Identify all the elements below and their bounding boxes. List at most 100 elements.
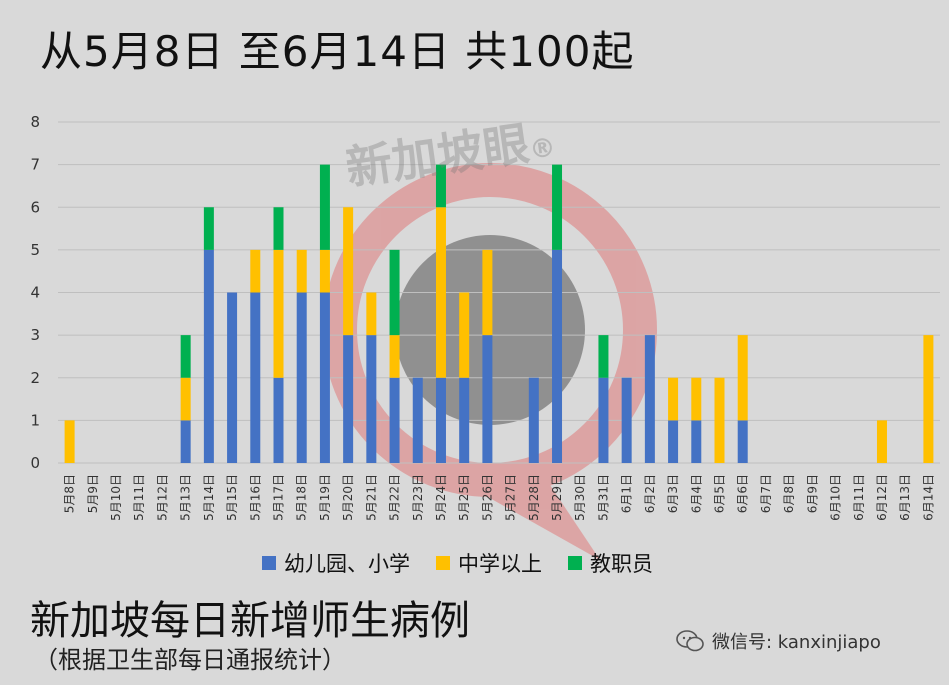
bar-segment-kindergarten-primary xyxy=(737,420,748,463)
bar-segment-secondary-above xyxy=(482,249,493,336)
x-tick-label: 6月8日 xyxy=(782,474,796,513)
bar-segment-kindergarten-primary xyxy=(412,377,423,463)
y-tick-label: 3 xyxy=(30,326,40,344)
y-tick-label: 7 xyxy=(30,156,40,174)
x-tick-label: 6月4日 xyxy=(689,474,703,513)
bar-segment-kindergarten-primary xyxy=(598,377,609,463)
y-tick-label: 4 xyxy=(30,284,40,302)
bar-segment-secondary-above xyxy=(319,249,330,293)
wechat-id: 微信号: kanxinjiapo xyxy=(676,628,881,654)
bar-segment-kindergarten-primary xyxy=(273,377,284,463)
x-tick-label: 5月20日 xyxy=(341,474,355,521)
x-tick-label: 6月5日 xyxy=(713,474,727,513)
bar-segment-kindergarten-primary xyxy=(621,377,632,463)
bar-segment-secondary-above xyxy=(366,292,377,336)
bar-segment-kindergarten-primary xyxy=(250,292,261,463)
bar-segment-kindergarten-primary xyxy=(459,377,470,463)
x-tick-label: 5月13日 xyxy=(179,474,193,521)
bar-segment-secondary-above xyxy=(64,420,75,463)
bar-segment-kindergarten-primary xyxy=(366,335,377,463)
bar-segment-secondary-above xyxy=(714,377,725,463)
legend-item-staff: 教职员 xyxy=(568,548,653,578)
bar-segment-secondary-above xyxy=(296,249,307,293)
bar-segment-staff xyxy=(273,207,284,250)
x-tick-label: 6月1日 xyxy=(620,474,634,513)
x-tick-label: 5月12日 xyxy=(155,474,169,521)
bar-segment-staff xyxy=(180,335,191,378)
x-tick-label: 6月10日 xyxy=(829,474,843,521)
x-tick-label: 5月27日 xyxy=(504,474,518,521)
x-tick-label: 5月8日 xyxy=(63,474,77,513)
x-tick-label: 5月28日 xyxy=(527,474,541,521)
x-tick-label: 5月25日 xyxy=(457,474,471,521)
bar-segment-secondary-above xyxy=(343,207,354,336)
bar-segment-kindergarten-primary xyxy=(343,335,354,463)
x-tick-label: 5月21日 xyxy=(364,474,378,521)
bar-segment-secondary-above xyxy=(923,335,934,463)
x-tick-label: 5月29日 xyxy=(550,474,564,521)
x-tick-label: 5月11日 xyxy=(132,474,146,521)
x-tick-label: 6月9日 xyxy=(805,474,819,513)
x-tick-label: 5月26日 xyxy=(480,474,494,521)
x-tick-label: 5月9日 xyxy=(86,474,100,513)
x-tick-label: 5月10日 xyxy=(109,474,123,521)
bar-segment-staff xyxy=(598,335,609,378)
bar-segment-kindergarten-primary xyxy=(668,420,679,463)
y-axis-ticks: 0 1 2 3 4 5 6 7 8 xyxy=(30,113,40,472)
x-tick-label: 5月23日 xyxy=(411,474,425,521)
x-tick-label: 5月30日 xyxy=(573,474,587,521)
bar-segment-secondary-above xyxy=(435,207,446,378)
legend: 幼儿园、小学 中学以上 教职员 xyxy=(262,548,653,578)
x-tick-label: 6月14日 xyxy=(921,474,935,521)
source-note: （根据卫生部每日通报统计） xyxy=(34,646,346,674)
bar-segment-kindergarten-primary xyxy=(644,335,655,463)
legend-swatch-kindergarten-primary xyxy=(262,556,276,570)
bar-segment-secondary-above xyxy=(691,377,702,421)
x-tick-label: 5月16日 xyxy=(248,474,262,521)
bar-segment-kindergarten-primary xyxy=(528,377,539,463)
y-tick-label: 6 xyxy=(30,198,40,216)
bar-segment-staff xyxy=(389,249,400,336)
bar-segment-secondary-above xyxy=(459,292,470,378)
y-tick-label: 0 xyxy=(30,454,40,472)
x-tick-label: 5月14日 xyxy=(202,474,216,521)
legend-item-kindergarten-primary: 幼儿园、小学 xyxy=(262,548,410,578)
bar-segment-staff xyxy=(435,164,446,208)
bar-segment-secondary-above xyxy=(668,377,679,421)
y-tick-label: 8 xyxy=(30,113,40,131)
bar-segment-secondary-above xyxy=(737,335,748,421)
bar-segment-kindergarten-primary xyxy=(319,292,330,463)
legend-label-secondary-above: 中学以上 xyxy=(458,552,542,576)
bar-segment-staff xyxy=(203,207,214,250)
x-axis-ticks: 5月8日 5月9日 5月10日 5月11日 5月12日 5月13日 5月14日 5月15日 5月… xyxy=(63,474,936,521)
x-tick-label: 5月19日 xyxy=(318,474,332,521)
bar-segment-kindergarten-primary xyxy=(296,292,307,463)
legend-swatch-secondary-above xyxy=(436,556,450,570)
x-tick-label: 5月18日 xyxy=(295,474,309,521)
bar-segment-kindergarten-primary xyxy=(691,420,702,463)
bar-segment-kindergarten-primary xyxy=(180,420,191,463)
legend-swatch-staff xyxy=(568,556,582,570)
wechat-label: 微信号: kanxinjiapo xyxy=(712,632,881,653)
x-tick-label: 6月2日 xyxy=(643,474,657,513)
x-tick-label: 6月12日 xyxy=(875,474,889,521)
x-tick-label: 6月3日 xyxy=(666,474,680,513)
bar-segment-secondary-above xyxy=(250,249,261,293)
x-tick-label: 6月13日 xyxy=(898,474,912,521)
bar-segment-kindergarten-primary xyxy=(389,377,400,463)
bar-segment-secondary-above xyxy=(180,377,191,421)
legend-label-kindergarten-primary: 幼儿园、小学 xyxy=(284,552,410,576)
wechat-icon xyxy=(676,630,704,652)
chart-title: 从5月8日 至6月14日 共100起 xyxy=(40,27,635,76)
y-tick-label: 2 xyxy=(30,369,40,387)
x-tick-label: 5月22日 xyxy=(388,474,402,521)
x-tick-label: 6月7日 xyxy=(759,474,773,513)
legend-item-secondary-above: 中学以上 xyxy=(436,548,542,578)
x-tick-label: 5月15日 xyxy=(225,474,239,521)
subtitle: 新加坡每日新增师生病例 xyxy=(30,598,470,644)
bar-segment-kindergarten-primary xyxy=(203,249,214,463)
y-tick-label: 5 xyxy=(30,241,40,259)
bar-segment-kindergarten-primary xyxy=(227,292,238,463)
x-tick-label: 5月24日 xyxy=(434,474,448,521)
